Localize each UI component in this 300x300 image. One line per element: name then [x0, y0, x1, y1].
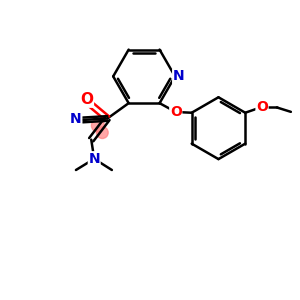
Circle shape: [96, 127, 108, 139]
Text: N: N: [70, 112, 82, 126]
Text: O: O: [256, 100, 268, 114]
Text: N: N: [88, 152, 100, 166]
Text: O: O: [170, 105, 182, 119]
Circle shape: [92, 119, 104, 132]
Text: O: O: [80, 92, 93, 107]
Text: N: N: [173, 69, 184, 83]
